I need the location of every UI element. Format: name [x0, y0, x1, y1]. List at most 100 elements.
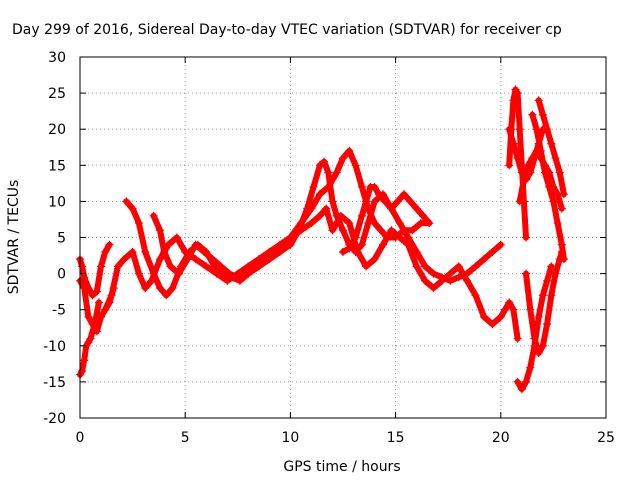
- series-line: [523, 248, 565, 356]
- series-track-14: [505, 125, 547, 184]
- x-tick-label: 5: [181, 430, 190, 446]
- data-point: [400, 226, 409, 235]
- data-point: [216, 262, 225, 271]
- data-point: [513, 154, 522, 163]
- data-point: [522, 377, 531, 386]
- data-point: [547, 139, 556, 148]
- data-point: [322, 204, 331, 213]
- data-point: [113, 262, 122, 271]
- data-point: [324, 182, 333, 191]
- data-point: [84, 284, 93, 293]
- data-point: [122, 197, 131, 206]
- x-axis: 0 5 10 15 20 25: [76, 57, 615, 446]
- data-point: [534, 139, 543, 148]
- data-point: [501, 305, 510, 314]
- series-line: [340, 184, 433, 255]
- data-point: [244, 262, 253, 271]
- data-point: [404, 233, 413, 242]
- data-point: [425, 219, 434, 228]
- chart-title: Day 299 of 2016, Sidereal Day-to-day VTE…: [12, 22, 562, 38]
- data-point: [275, 247, 284, 256]
- y-tick-label: 15: [48, 158, 66, 174]
- data-point: [381, 197, 390, 206]
- series-track-10: [522, 247, 566, 358]
- data-point: [155, 226, 164, 235]
- x-tick-label: 15: [387, 430, 405, 446]
- data-point: [513, 377, 522, 386]
- data-point: [286, 233, 295, 242]
- data-point: [149, 211, 158, 220]
- data-point: [509, 305, 518, 314]
- data-point: [351, 247, 360, 256]
- y-tick-label: 30: [48, 50, 66, 66]
- data-point: [357, 182, 366, 191]
- data-point: [553, 219, 562, 228]
- data-point: [522, 269, 531, 278]
- data-point: [376, 226, 385, 235]
- data-point: [547, 262, 556, 271]
- data-point: [559, 190, 568, 199]
- y-axis-label: SDTVAR / TECUs: [6, 180, 22, 295]
- data-point: [393, 197, 402, 206]
- data-point: [551, 269, 560, 278]
- data-point: [412, 204, 421, 213]
- data-point: [463, 276, 472, 285]
- x-tick-label: 25: [597, 430, 615, 446]
- data-point: [538, 125, 547, 134]
- data-point: [162, 291, 171, 300]
- data-point: [515, 197, 524, 206]
- data-point: [479, 312, 488, 321]
- data-point: [412, 247, 421, 256]
- data-point: [225, 269, 234, 278]
- data-point: [141, 284, 150, 293]
- data-point: [244, 269, 253, 278]
- data-point: [383, 233, 392, 242]
- data-point: [309, 182, 318, 191]
- data-point: [530, 341, 539, 350]
- data-point: [183, 255, 192, 264]
- data-point: [496, 312, 505, 321]
- data-point: [545, 182, 554, 191]
- data-point: [172, 233, 181, 242]
- data-point: [233, 273, 242, 282]
- data-point: [332, 168, 341, 177]
- y-tick-label: 5: [57, 231, 66, 247]
- data-point: [97, 312, 106, 321]
- data-point: [84, 312, 93, 321]
- data-point: [105, 240, 114, 249]
- data-point: [332, 211, 341, 220]
- x-tick-label: 20: [492, 430, 510, 446]
- data-point: [526, 305, 535, 314]
- data-point: [400, 190, 409, 199]
- data-point: [265, 247, 274, 256]
- data-point: [543, 320, 552, 329]
- data-point: [328, 197, 337, 206]
- data-point: [534, 96, 543, 105]
- data-point: [101, 305, 110, 314]
- data-point: [351, 233, 360, 242]
- data-point: [370, 197, 379, 206]
- data-point: [538, 291, 547, 300]
- data-point: [160, 247, 169, 256]
- data-point: [370, 219, 379, 228]
- data-point: [191, 255, 200, 264]
- data-point: [339, 226, 347, 235]
- data-point: [549, 197, 558, 206]
- data-point: [370, 255, 379, 264]
- data-point: [418, 211, 427, 220]
- data-point: [92, 327, 101, 336]
- data-point: [412, 262, 421, 271]
- data-point: [168, 284, 177, 293]
- series-track-3: [76, 240, 114, 300]
- data-point: [496, 240, 505, 249]
- data-point: [488, 320, 497, 329]
- data-point: [530, 154, 539, 163]
- data-point: [155, 284, 164, 293]
- data-point: [351, 161, 360, 170]
- data-point: [370, 182, 379, 191]
- data-point: [387, 204, 396, 213]
- data-point: [97, 262, 106, 271]
- data-point: [134, 269, 143, 278]
